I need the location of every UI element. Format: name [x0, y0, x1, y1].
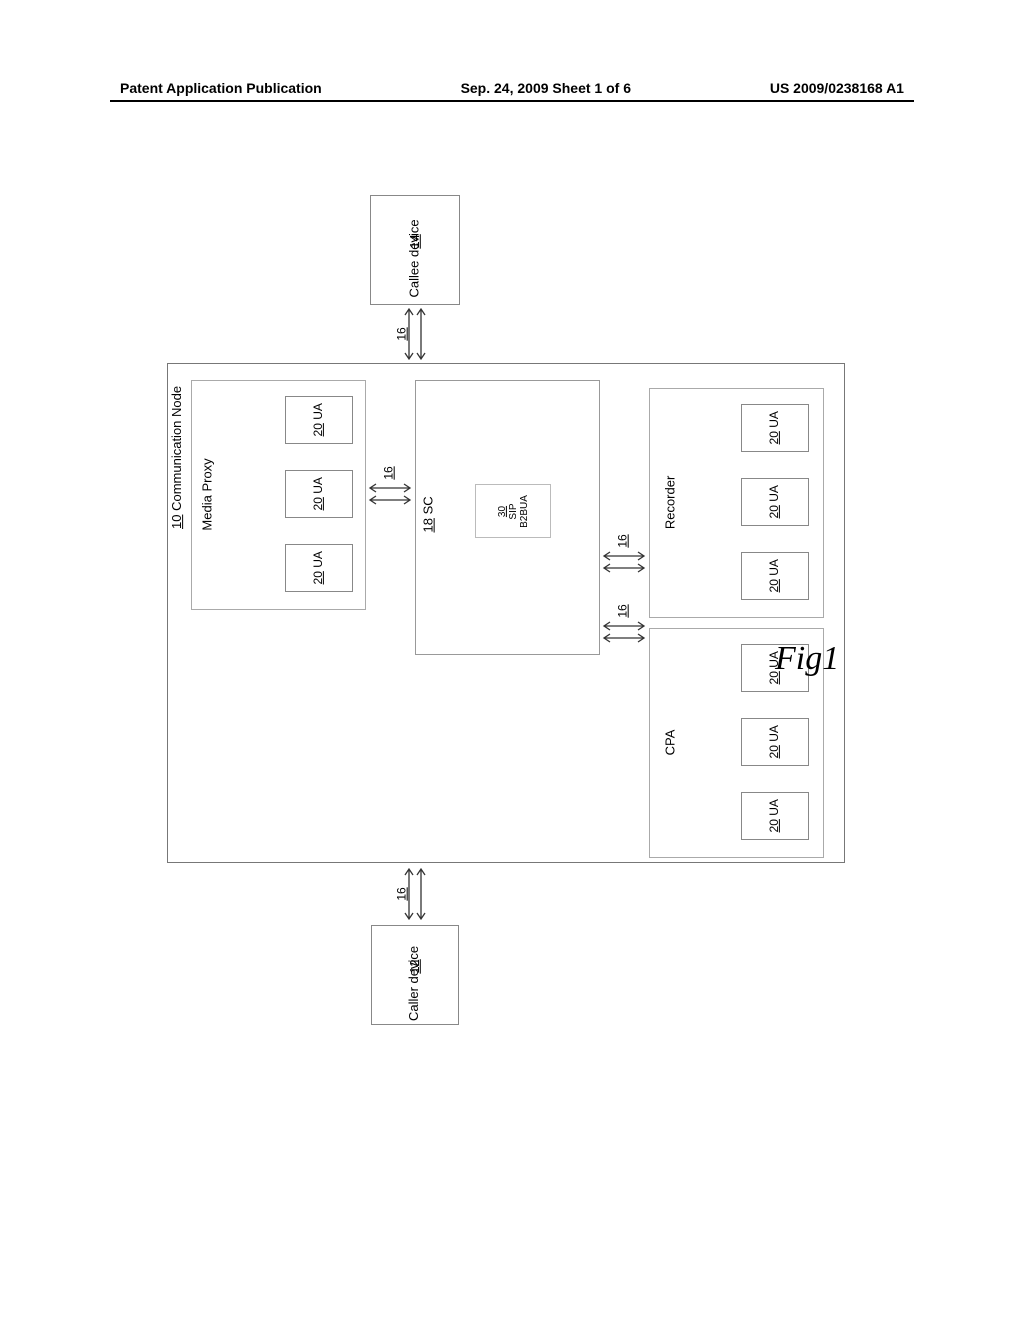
ua-box-mp2: 20 UA	[285, 470, 353, 518]
comm-node-label: 10 Communication Node	[169, 386, 186, 529]
conn-label-2: 16	[382, 466, 396, 479]
ua-box-cpa2: 20 UA	[741, 718, 809, 766]
cpa-label: CPA	[662, 730, 679, 756]
callee-text-label: Callee device	[407, 219, 424, 297]
ua-box-rec2: 20 UA	[741, 478, 809, 526]
ua-box-rec1: 20 UA	[741, 404, 809, 452]
ua-box-rec3: 20 UA	[741, 552, 809, 600]
ua-box-mp3: 20 UA	[285, 544, 353, 592]
sip-box: 30SIPB2BUA	[475, 484, 551, 538]
arrow-callee: 16	[403, 305, 427, 363]
figure-label: Fig1	[775, 640, 839, 678]
patent-header: Patent Application Publication Sep. 24, …	[0, 80, 1024, 96]
header-left: Patent Application Publication	[120, 80, 322, 96]
arrow-mp-sc: 16	[366, 482, 414, 506]
caller-device-box: 12 Caller device	[371, 925, 459, 1025]
sip-label: 30SIPB2BUA	[496, 495, 529, 528]
diagram: 14 Callee device 16 10 Communication Nod…	[155, 190, 869, 930]
arrow-caller: 16	[403, 865, 427, 923]
header-center: Sep. 24, 2009 Sheet 1 of 6	[461, 80, 631, 96]
conn-label-3: 16	[616, 534, 630, 547]
caller-text-label: Caller device	[407, 946, 424, 1021]
arrow-sc-rec: 16	[600, 550, 648, 574]
arrow-sc-cpa: 16	[600, 620, 648, 644]
conn-label-4: 16	[616, 604, 630, 617]
header-divider	[110, 100, 914, 102]
ua-box-mp1: 20 UA	[285, 396, 353, 444]
conn-label-5: 16	[395, 887, 409, 900]
conn-label-1: 16	[395, 327, 409, 340]
callee-device-box: 14 Callee device	[370, 195, 460, 305]
media-proxy-label: Media Proxy	[200, 458, 217, 530]
recorder-label: Recorder	[662, 476, 679, 529]
ua-box-cpa3: 20 UA	[741, 792, 809, 840]
sc-label: 18 SC	[421, 496, 438, 532]
header-right: US 2009/0238168 A1	[770, 80, 904, 96]
